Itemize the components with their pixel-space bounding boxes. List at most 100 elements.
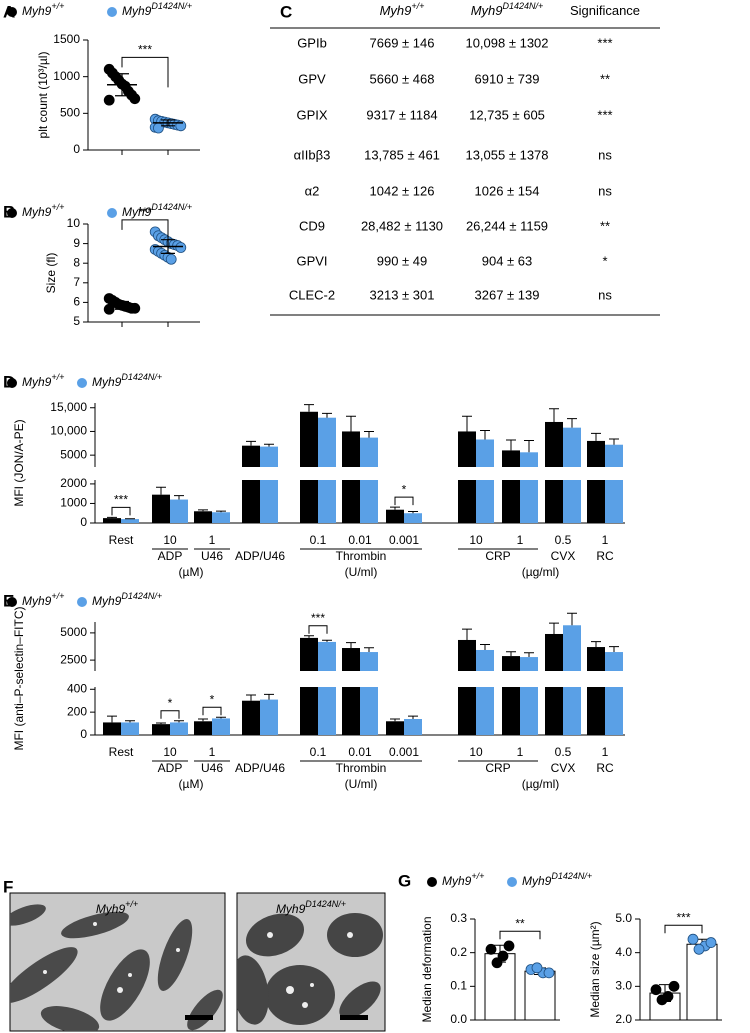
bar-upper [242, 445, 260, 467]
x-tick-label: 0.01 [348, 745, 372, 759]
x-tick-label: Rest [109, 533, 134, 547]
unit-label: (U/ml) [345, 565, 378, 579]
unit-label: (U/ml) [345, 777, 378, 791]
bar [152, 724, 170, 735]
error-bar [567, 418, 577, 428]
y-tick-label: 10 [67, 216, 81, 230]
bar [458, 687, 476, 735]
table-cell: 904 ± 63 [482, 253, 533, 268]
y-tick-label: 6 [73, 295, 80, 309]
group-label: ADP/U46 [235, 761, 285, 775]
y-tick-label: 15,000 [50, 400, 87, 414]
bar [520, 480, 538, 523]
error-bar [480, 429, 490, 440]
bar [194, 721, 212, 735]
bar [587, 687, 605, 735]
data-point [705, 937, 717, 948]
group-label: CRP [485, 549, 510, 563]
significance-label: * [168, 696, 173, 710]
y-tick-label: 5000 [60, 447, 87, 461]
table-cell: GPVI [296, 253, 327, 268]
bar [545, 480, 563, 523]
table-cell: 13,785 ± 461 [364, 147, 440, 162]
x-tick-label: 0.01 [348, 533, 372, 547]
legend-label-main: Myh9 [122, 205, 152, 219]
unit-label: (µM) [179, 777, 204, 791]
bar [502, 480, 520, 523]
sd-bar [115, 300, 129, 310]
error-bar [609, 438, 619, 445]
data-point [497, 950, 509, 962]
bar [545, 687, 563, 735]
x-tick-label: 1 [602, 533, 609, 547]
bar-upper [300, 411, 318, 467]
y-tick-label: 5 [73, 314, 80, 328]
bar [458, 480, 476, 523]
y-tick-label: 4.0 [615, 945, 632, 959]
x-tick-label: 1 [602, 745, 609, 759]
y-tick-label: 2000 [60, 476, 87, 490]
bar [194, 511, 212, 523]
bar-upper [563, 427, 581, 467]
bar [318, 480, 336, 523]
legend-label-sup: +/+ [51, 591, 64, 601]
bar-upper [545, 421, 563, 467]
bar [170, 722, 188, 735]
table-cell: 3213 ± 301 [370, 287, 435, 302]
group-label: U46 [201, 761, 223, 775]
micrograph-label: Myh9+/+ [96, 899, 138, 916]
table-header: Significance [570, 3, 640, 18]
bar [605, 687, 623, 735]
table-header-main: Myh9 [471, 3, 503, 18]
bar-upper [587, 440, 605, 467]
x-tick-label: 1 [517, 533, 524, 547]
legend-label-sup: D1424N/+ [121, 372, 162, 382]
bar-upper [300, 637, 318, 671]
table-header: Myh9D1424N/+ [471, 1, 544, 18]
legend-marker [107, 7, 117, 17]
legend-label-sup: D1424N/+ [151, 202, 192, 212]
table-cell: 12,735 ± 605 [469, 107, 545, 122]
error-bar [174, 720, 184, 723]
legend-label-sup: +/+ [51, 1, 64, 11]
data-point [175, 242, 187, 253]
error-bar [174, 495, 184, 500]
x-tick-label: 0.5 [555, 533, 572, 547]
error-bar [390, 506, 400, 510]
error-bar [480, 644, 490, 650]
legend-label-sup: D1424N/+ [121, 591, 162, 601]
significance-label: * [402, 482, 407, 496]
table-cell: *** [597, 107, 612, 122]
data-point [531, 962, 543, 974]
error-bar [609, 646, 619, 653]
bar-upper [476, 649, 494, 671]
legend-label: Myh9+/+ [22, 591, 64, 608]
bar-upper [458, 639, 476, 671]
data-point [103, 94, 115, 106]
y-tick-label: 400 [67, 681, 87, 695]
significance-bracket [160, 710, 180, 719]
sd-bar [161, 119, 175, 127]
error-bar [198, 718, 208, 722]
bar-upper [520, 657, 538, 671]
y-tick-label: 200 [67, 704, 87, 718]
bar [342, 687, 360, 735]
error-bar [364, 647, 374, 653]
table-cell: 26,244 ± 1159 [466, 218, 548, 233]
legend-label: Myh9+/+ [22, 372, 64, 389]
legend-label-main: Myh9 [22, 205, 52, 219]
bar [686, 943, 718, 1021]
y-tick-label: 0 [73, 142, 80, 156]
y-tick-label: 1000 [60, 496, 87, 510]
table-cell: ns [598, 147, 612, 162]
y-tick-label: 5000 [60, 625, 87, 639]
error-bar [549, 408, 559, 422]
significance-bracket [308, 625, 328, 634]
table-header-sup: D1424N/+ [503, 1, 544, 11]
legend-label-main: Myh9 [22, 594, 52, 608]
significance-label: *** [114, 493, 128, 507]
y-axis-label: Size (fl) [44, 253, 58, 294]
bar-upper [502, 656, 520, 671]
bar [563, 480, 581, 523]
